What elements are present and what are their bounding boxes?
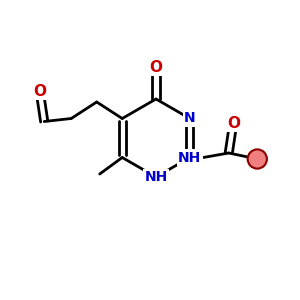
Text: N: N (184, 112, 196, 125)
Text: O: O (149, 60, 163, 75)
Text: O: O (227, 116, 240, 130)
Circle shape (248, 149, 267, 169)
Text: O: O (33, 84, 46, 99)
Text: NH: NH (178, 151, 201, 164)
Text: NH: NH (144, 170, 168, 184)
